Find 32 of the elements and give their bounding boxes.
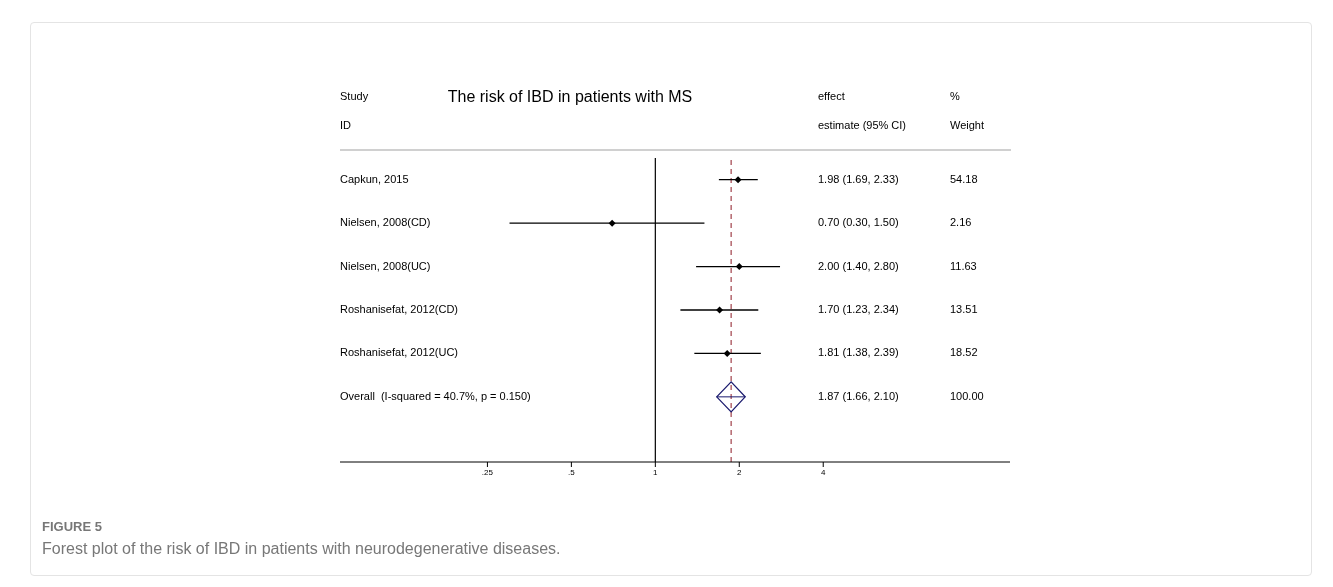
text: Forest plot of the risk of IBD in patients with neurodegenerative diseases. (42, 540, 561, 558)
annotation: 1.70 (1.23, 2.34) (818, 303, 899, 315)
x-tick-label: 4 (821, 467, 826, 477)
text: estimate (95% CI) (818, 119, 907, 131)
y-tick-label: Roshanisefat, 2012(CD) (340, 303, 459, 315)
annotation: 2.16 (950, 216, 972, 229)
y-tick-label: Nielsen, 2008(CD) (340, 216, 431, 229)
annotation: 1.87 (1.66, 2.10) (818, 389, 899, 402)
caption: FIGURE 5 (42, 519, 102, 534)
annotation: 13.51 (950, 303, 978, 315)
text: effect (818, 90, 845, 102)
text: ID (340, 119, 351, 131)
text: % (950, 90, 960, 102)
annotation: 18.52 (950, 346, 978, 359)
annotation: 0.70 (0.30, 1.50) (818, 216, 899, 229)
text: Weight (950, 119, 985, 131)
x-tick-label: .25 (481, 467, 494, 477)
text: Study (340, 90, 369, 102)
x-tick-label: 2 (737, 467, 743, 477)
x-tick-label: .5 (568, 467, 576, 477)
y-tick-label: Overall (I-squared = 40.7%, p = 0.150) (340, 389, 531, 402)
annotation: 54.18 (950, 172, 978, 185)
x-tick-label: 1 (653, 467, 659, 477)
y-tick-label: Nielsen, 2008(UC) (340, 259, 431, 272)
annotation: 11.63 (950, 259, 977, 272)
annotation: 1.98 (1.69, 2.33) (818, 172, 899, 185)
y-tick-label: Capkun, 2015 (340, 172, 409, 185)
y-tick-label: Roshanisefat, 2012(UC) (340, 346, 459, 359)
chart-title: The risk of IBD in patients with MS (446, 88, 694, 106)
annotation: 100.00 (950, 389, 984, 402)
annotation: 2.00 (1.40, 2.80) (818, 259, 899, 272)
annotation: 1.81 (1.38, 2.39) (818, 346, 899, 359)
